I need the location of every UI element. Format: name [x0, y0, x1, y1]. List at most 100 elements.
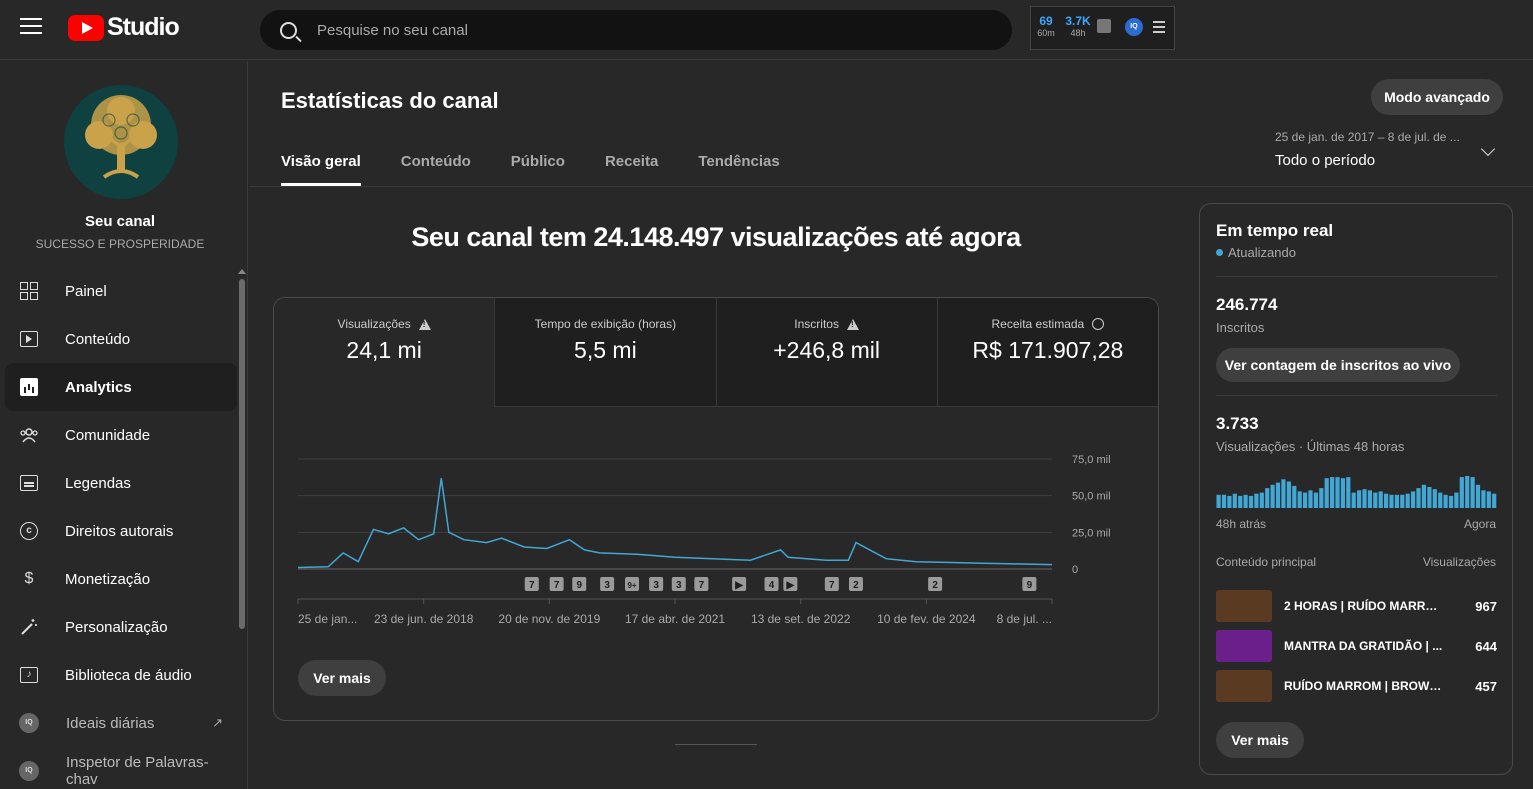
publication-marker[interactable]	[732, 577, 747, 591]
realtime-bar[interactable]	[1421, 484, 1426, 508]
advanced-mode-button[interactable]: Modo avançado	[1371, 79, 1503, 115]
realtime-bar[interactable]	[1367, 490, 1372, 508]
metric-subscribers[interactable]: Inscritos +246,8 mil	[716, 298, 938, 407]
realtime-bar[interactable]	[1416, 488, 1421, 508]
sidebar-item-monetizacao[interactable]: $ Monetização	[5, 555, 237, 603]
channel-avatar[interactable]	[64, 85, 178, 199]
realtime-bar[interactable]	[1227, 495, 1232, 508]
realtime-bar[interactable]	[1470, 477, 1475, 508]
publication-marker[interactable]	[928, 577, 943, 591]
views-line-chart[interactable]: 75,0 mil 50,0 mil 25,0 mil 0 7 7 9 3 9+ 3 3 7 ▶ 4 ▶ 7 2 2…	[274, 407, 1159, 637]
realtime-bar[interactable]	[1432, 489, 1437, 508]
realtime-bar[interactable]	[1259, 492, 1264, 508]
see-more-button[interactable]: Ver mais	[298, 660, 386, 696]
publication-marker[interactable]	[671, 577, 686, 591]
publication-marker[interactable]	[694, 577, 709, 591]
publication-marker[interactable]	[649, 577, 664, 591]
tab-visao-geral[interactable]: Visão geral	[281, 140, 361, 186]
chart-icon[interactable]	[1097, 19, 1111, 33]
tab-tendencias[interactable]: Tendências	[698, 153, 780, 170]
menu-icon[interactable]	[20, 18, 42, 36]
realtime-bar[interactable]	[1373, 492, 1378, 508]
extension-menu-icon[interactable]	[1153, 21, 1165, 36]
sidebar-item-conteudo[interactable]: Conteúdo	[5, 315, 237, 363]
realtime-bar[interactable]	[1216, 494, 1221, 508]
sidebar-scrollbar[interactable]	[239, 279, 245, 629]
top-content-row[interactable]: RUÍDO MARROM | BROWN NOISE 457	[1216, 670, 1497, 702]
tab-publico[interactable]: Público	[510, 153, 565, 170]
scroll-up-arrow-icon[interactable]	[238, 269, 246, 274]
realtime-bar[interactable]	[1265, 488, 1270, 508]
publication-marker[interactable]	[572, 577, 587, 591]
metric-watch-time[interactable]: Tempo de exibição (horas) 5,5 mi	[495, 298, 717, 407]
realtime-bar[interactable]	[1275, 482, 1281, 508]
realtime-bar[interactable]	[1238, 495, 1243, 508]
realtime-bar[interactable]	[1475, 484, 1481, 508]
publication-marker[interactable]	[824, 577, 839, 591]
search-input[interactable]	[317, 21, 917, 39]
sidebar-item-personalizacao[interactable]: Personalização	[5, 603, 237, 651]
search-icon[interactable]	[280, 21, 297, 39]
realtime-bar[interactable]	[1400, 494, 1405, 508]
realtime-bar[interactable]	[1243, 494, 1248, 508]
publication-marker[interactable]	[764, 577, 779, 591]
realtime-see-more-button[interactable]: Ver mais	[1216, 722, 1304, 758]
clock-icon[interactable]	[1092, 318, 1105, 330]
publication-marker[interactable]	[1022, 577, 1037, 591]
tab-receita[interactable]: Receita	[604, 153, 659, 170]
external-link-icon[interactable]: ↗	[212, 715, 223, 730]
realtime-bar[interactable]	[1351, 492, 1356, 508]
sidebar-item-legendas[interactable]: Legendas	[5, 459, 237, 507]
publication-marker[interactable]	[625, 577, 640, 591]
metric-revenue[interactable]: Receita estimada R$ 171.907,28	[937, 298, 1158, 407]
metric-views[interactable]: Visualizações 24,1 mi	[274, 298, 496, 407]
realtime-bar[interactable]	[1394, 494, 1399, 508]
realtime-bar[interactable]	[1254, 493, 1259, 508]
realtime-bar[interactable]	[1232, 493, 1237, 508]
sidebar-item-comunidade[interactable]: Comunidade	[5, 411, 237, 459]
realtime-bar[interactable]	[1297, 491, 1302, 508]
warning-icon[interactable]	[418, 318, 431, 330]
studio-logo[interactable]: Studio	[68, 13, 180, 42]
vidiq-extension[interactable]: 69 60m 3.7K 48h IQ	[1030, 6, 1175, 50]
realtime-bar[interactable]	[1405, 493, 1410, 508]
realtime-bar[interactable]	[1362, 489, 1367, 508]
realtime-bar[interactable]	[1481, 490, 1486, 508]
live-subscriber-count-button[interactable]: Ver contagem de inscritos ao vivo	[1216, 348, 1460, 382]
sidebar-item-inspetor-de-palavras-chave[interactable]: IQ Inspetor de Palavras-chav	[5, 747, 237, 789]
realtime-bar[interactable]	[1384, 493, 1389, 508]
publication-marker[interactable]	[783, 577, 798, 591]
realtime-bar-chart[interactable]	[1216, 474, 1497, 508]
realtime-bar[interactable]	[1221, 494, 1227, 508]
warning-icon[interactable]	[846, 318, 859, 330]
realtime-bar[interactable]	[1378, 491, 1383, 508]
realtime-bar[interactable]	[1281, 479, 1286, 508]
search-bar[interactable]	[260, 10, 1012, 50]
sidebar-item-biblioteca-de-audio[interactable]: ♪ Biblioteca de áudio	[5, 651, 237, 699]
realtime-bar[interactable]	[1492, 493, 1497, 508]
top-content-row[interactable]: 2 HORAS | RUÍDO MARROM | BROWN NOISE 967	[1216, 590, 1497, 622]
realtime-bar[interactable]	[1427, 487, 1432, 508]
realtime-bar[interactable]	[1346, 477, 1351, 508]
realtime-bar[interactable]	[1324, 478, 1329, 508]
realtime-bar[interactable]	[1389, 494, 1394, 508]
realtime-bar[interactable]	[1486, 491, 1491, 508]
realtime-bar[interactable]	[1438, 492, 1443, 508]
sidebar-item-direitos-autorais[interactable]: c Direitos autorais	[5, 507, 237, 555]
sidebar-item-ideais-diarias[interactable]: IQ Ideais diárias ↗	[5, 699, 237, 747]
tab-conteudo[interactable]: Conteúdo	[400, 153, 471, 170]
top-content-row[interactable]: MANTRA DA GRATIDÃO | ... 644	[1216, 630, 1497, 662]
realtime-bar[interactable]	[1292, 485, 1297, 508]
realtime-bar[interactable]	[1248, 495, 1254, 508]
publication-marker[interactable]	[848, 577, 863, 591]
publication-marker[interactable]	[524, 577, 539, 591]
realtime-bar[interactable]	[1411, 491, 1416, 508]
realtime-bar[interactable]	[1335, 477, 1340, 508]
realtime-bar[interactable]	[1340, 478, 1345, 508]
realtime-bar[interactable]	[1330, 477, 1335, 508]
realtime-bar[interactable]	[1448, 495, 1454, 508]
sidebar-item-painel[interactable]: Painel	[5, 267, 237, 315]
realtime-bar[interactable]	[1286, 481, 1291, 509]
realtime-bar[interactable]	[1443, 494, 1448, 508]
publication-marker[interactable]	[549, 577, 564, 591]
